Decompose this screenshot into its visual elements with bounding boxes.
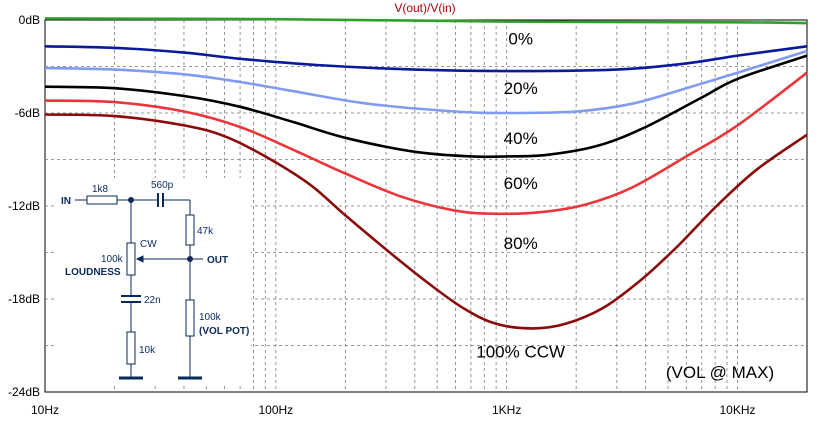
- y-tick-label: -24dB: [8, 385, 40, 399]
- label-1k8: 1k8: [92, 184, 109, 195]
- y-tick-label: -6dB: [15, 106, 40, 120]
- curve-label: 20%: [504, 79, 538, 98]
- series-line-60: [44, 54, 808, 159]
- label-out: OUT: [207, 255, 228, 266]
- x-tick-label: 100Hz: [258, 403, 293, 417]
- y-tick-label: -12dB: [8, 199, 40, 213]
- label-47k: 47k: [197, 226, 214, 237]
- x-tick-label: 10KHz: [719, 403, 755, 417]
- series-line-40: [44, 49, 808, 115]
- curve-label: 60%: [504, 174, 538, 193]
- label-100k-loud: 100k: [101, 254, 124, 265]
- chart-title: V(out)/V(in): [394, 1, 455, 15]
- curve-label: 40%: [504, 129, 538, 148]
- pot-wiper-arrow: [135, 255, 144, 263]
- series-curves: [44, 17, 808, 330]
- y-tick-label: 0dB: [19, 13, 40, 27]
- vol-max-annotation: (VOL @ MAX): [666, 363, 774, 382]
- curve-label: 80%: [504, 234, 538, 253]
- series-line-100-ccw: [44, 113, 808, 330]
- y-tick-label: -18dB: [8, 292, 40, 306]
- series-line-20: [44, 45, 808, 73]
- series-line-80: [44, 71, 808, 216]
- inset-schematic: [55, 178, 251, 384]
- schematic-background: [55, 178, 251, 384]
- curve-label: 0%: [508, 30, 533, 49]
- x-tick-label: 1KHz: [492, 403, 521, 417]
- label-loudness: LOUDNESS: [65, 267, 121, 278]
- schematic-labels: IN 1k8 560p 47k 100k LOUDNESS CW OUT 22n…: [61, 180, 249, 356]
- label-in: IN: [61, 196, 71, 207]
- label-vol-pot: (VOL POT): [199, 326, 249, 337]
- curve-labels: 0% 20% 40% 60% 80% 100% CCW: [476, 30, 565, 362]
- curve-label: 100% CCW: [476, 343, 565, 362]
- label-100k-vol: 100k: [199, 312, 222, 323]
- label-cw: CW: [140, 239, 157, 250]
- axis-tick-labels: 10Hz 100Hz 1KHz 10KHz 0dB -6dB -12dB -18dB -24dB: [8, 13, 756, 417]
- label-560p: 560p: [151, 180, 174, 191]
- label-10k: 10k: [139, 345, 156, 356]
- series-line-0: [44, 17, 808, 25]
- x-tick-label: 10Hz: [31, 403, 59, 417]
- label-22n: 22n: [144, 295, 161, 306]
